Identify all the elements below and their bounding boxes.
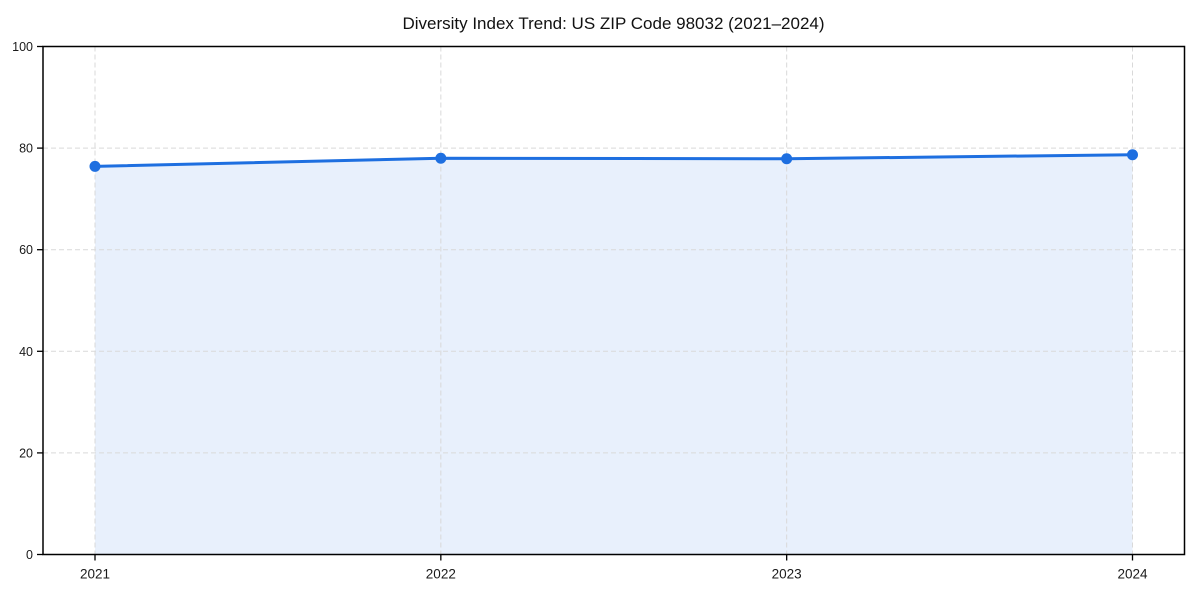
x-axis-tick-label: 2021 [80, 567, 110, 582]
plot-area-background [43, 46, 1185, 555]
x-axis-tick-label: 2024 [1117, 567, 1148, 582]
data-point [435, 152, 447, 164]
plot-border [42, 45, 1186, 556]
x-axis-tick-label: 2022 [426, 567, 456, 582]
x-axis-tick-label: 2023 [772, 567, 802, 582]
data-point [89, 160, 101, 172]
data-point [1127, 149, 1138, 161]
y-axis-tick-label: 80 [19, 142, 33, 156]
area-fill [95, 154, 1133, 555]
y-axis-tick-label: 0 [26, 548, 33, 562]
data-point [781, 153, 793, 165]
chart-title: Diversity Index Trend: US ZIP Code 98032… [402, 14, 825, 33]
y-axis-tick-label: 20 [19, 446, 33, 460]
y-axis-tick-label: 40 [19, 345, 33, 359]
trend-line [93, 153, 1134, 168]
y-axis-tick-label: 100 [12, 40, 33, 54]
y-axis-tick-label: 60 [19, 243, 33, 257]
